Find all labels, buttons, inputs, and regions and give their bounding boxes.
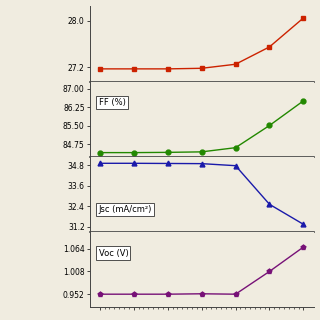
Text: Jsc (mA/cm²): Jsc (mA/cm²)	[99, 205, 152, 214]
Text: Voc (V): Voc (V)	[99, 249, 128, 258]
Text: FF (%): FF (%)	[99, 98, 125, 107]
